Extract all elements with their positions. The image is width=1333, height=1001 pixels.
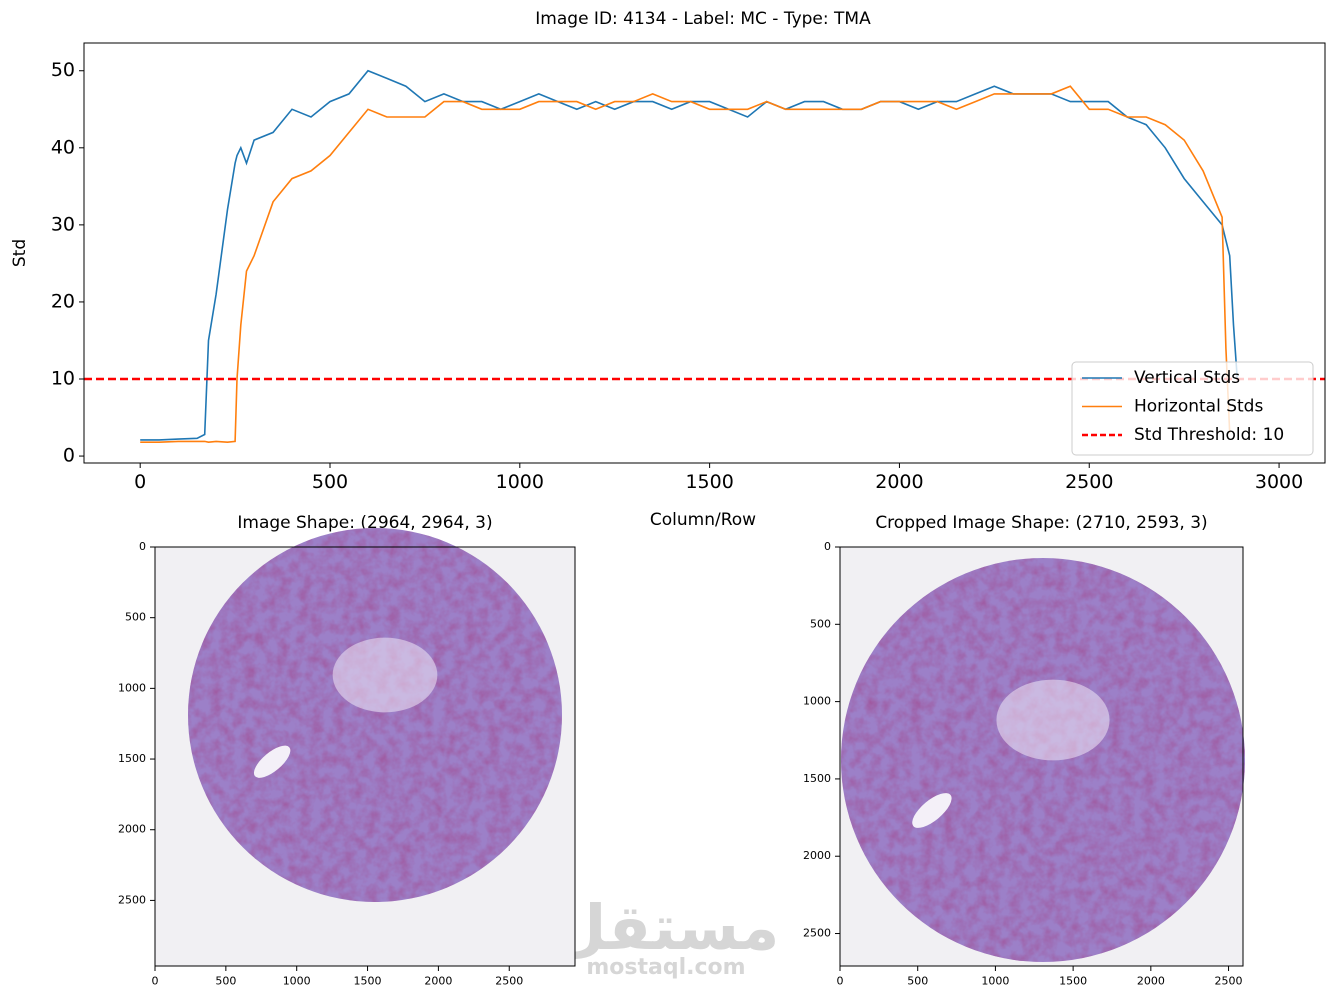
x-tick-label: 500 [312,471,348,493]
x-tick-label: 2000 [424,975,452,988]
y-tick-label: 1500 [118,752,146,765]
x-tick-label: 3000 [1255,471,1303,493]
x-tick-label: 2500 [1215,975,1243,988]
tissue-pale [332,637,438,713]
x-tick-label: 0 [837,975,844,988]
y-tick-label: 2000 [803,849,831,862]
x-tick-label: 2000 [1137,975,1165,988]
tissue-pale [996,679,1110,761]
y-tick-label: 40 [51,136,75,158]
tissue-texture [841,558,1245,962]
watermark-text: mostaql.com [586,955,745,980]
legend-label: Horizontal Stds [1134,397,1263,417]
watermark-logo: مستقل [553,891,780,964]
x-tick-label: 1000 [496,471,544,493]
axes-frame [154,546,576,967]
y-tick-label: 1500 [803,772,831,785]
data-line [140,69,1239,441]
y-tick-label: 10 [51,368,75,390]
x-tick-label: 1500 [685,471,733,493]
y-tick-label: 0 [824,540,831,553]
x-tick-label: 2000 [875,471,923,493]
x-tick-label: 1000 [283,975,311,988]
y-tick-label: 30 [51,213,75,235]
axes-frame [83,42,1326,464]
tissue-texture [188,528,562,902]
y-tick-label: 500 [810,617,831,630]
x-tick-label: 2500 [1065,471,1113,493]
x-tick-label: 2500 [495,975,523,988]
x-tick-label: 1000 [981,975,1009,988]
x-tick-label: 0 [134,471,146,493]
y-tick-label: 50 [51,59,75,81]
y-tick-label: 0 [139,540,146,553]
y-tick-label: 2500 [803,927,831,940]
legend-label: Vertical Stds [1134,368,1240,388]
y-tick-label: 1000 [803,695,831,708]
legend-box [1071,361,1314,456]
x-tick-label: 1500 [1059,975,1087,988]
y-axis-label: Std [10,239,30,267]
data-line [140,85,1231,444]
x-tick-label: 1500 [354,975,382,988]
y-tick-label: 0 [63,445,75,467]
x-axis-label: Column/Row [650,510,756,530]
axes-frame [839,546,1244,967]
x-tick-label: 0 [152,975,159,988]
subplot-title: Image Shape: (2964, 2964, 3) [237,513,492,533]
y-tick-label: 1000 [118,681,146,694]
legend-label: Std Threshold: 10 [1134,425,1284,445]
x-tick-label: 500 [907,975,928,988]
tissue-lumen [912,793,952,828]
chart-title: Image ID: 4134 - Label: MC - Type: TMA [535,9,871,29]
tissue-lumen [253,745,291,778]
x-tick-label: 500 [215,975,236,988]
y-tick-label: 2000 [118,823,146,836]
y-tick-label: 2500 [118,893,146,906]
y-tick-label: 20 [51,290,75,312]
y-tick-label: 500 [125,611,146,624]
subplot-title: Cropped Image Shape: (2710, 2593, 3) [875,513,1207,533]
